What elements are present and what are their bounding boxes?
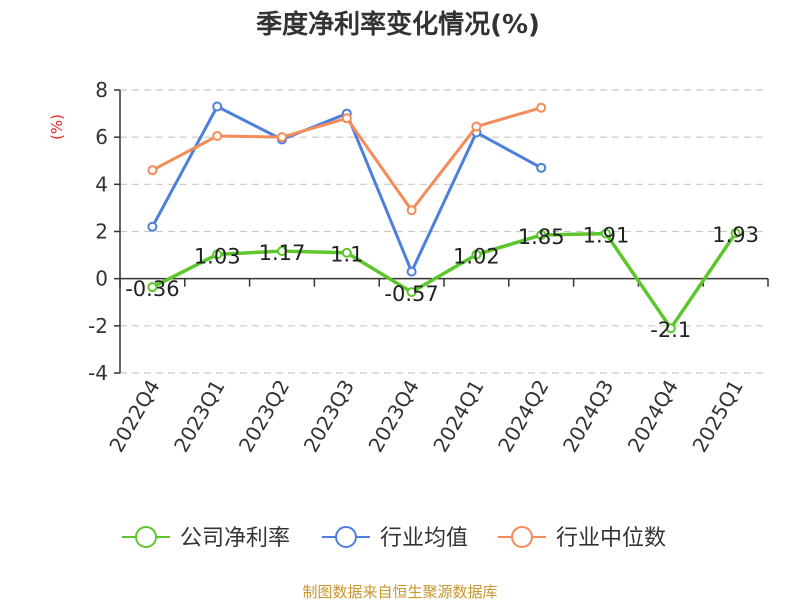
chart-title: 季度净利率变化情况(%) [256,9,540,40]
y-unit-label: (%) [48,114,66,140]
data-label: 1.03 [194,244,241,268]
legend-label: 行业均值 [380,526,468,551]
series-point [147,282,158,293]
legend-swatch-marker [135,526,157,548]
series-point [536,102,547,113]
series-point [277,132,287,143]
x-tick-label: 2022Q4 [104,376,164,457]
series-point [341,247,352,258]
x-tick-label: 2023Q1 [169,376,229,457]
y-tick-label: 8 [95,78,108,102]
series-point [147,165,158,176]
series-point [212,101,223,112]
data-label: -0.36 [125,277,179,301]
x-tick-label: 2024Q3 [558,376,618,457]
x-tick-label: 2024Q1 [428,376,488,457]
x-tick-label: 2023Q3 [299,376,359,457]
series-point [341,113,352,124]
series-point [406,287,417,298]
y-tick-label: -4 [88,361,108,385]
data-label: 1.1 [330,243,363,267]
series-point [406,205,417,216]
series-point [665,323,676,334]
data-label: -2.1 [650,318,691,342]
series-line [151,231,738,330]
x-tick-label: 2023Q4 [363,376,423,457]
x-tick-label: 2024Q4 [623,376,683,457]
y-tick-label: 4 [95,172,108,196]
series-point [212,249,223,260]
series-layer [147,101,741,334]
y-tick-label: 0 [95,267,108,291]
x-tick-label: 2024Q2 [493,376,553,457]
series-point [147,221,158,232]
y-tick-label: 6 [95,125,108,149]
series-point [730,228,741,239]
series-point [277,246,287,257]
legend-label: 行业中位数 [556,526,666,551]
series-point [406,266,417,277]
series-point [536,230,547,241]
source-note: 制图数据来自恒生聚源数据库 [302,583,497,600]
y-tick-label: 2 [95,220,108,244]
data-label-layer: -0.36 1.03 1.17 1.1 -0.57 1.02 1.85 1.91 -2.1 1.9… [125,223,759,342]
data-label: 1.85 [518,225,565,249]
data-label: 1.91 [583,224,630,248]
data-label: -0.57 [384,282,438,306]
x-tick-label: 2023Q2 [234,376,294,457]
series-point [212,130,223,141]
data-label: 1.17 [259,241,306,265]
series-point [471,121,482,132]
series-point [536,162,547,173]
data-label: 1.02 [453,245,500,269]
x-tick-label: 2025Q1 [687,376,747,457]
series-point [471,249,482,260]
legend-swatch-marker [511,526,533,548]
series-point [601,228,611,239]
y-tick-label: -2 [88,314,108,338]
legend: 公司净利率 行业均值 行业中位数 [122,526,666,551]
legend-swatch-marker [335,526,357,548]
legend-label: 公司净利率 [180,526,290,551]
data-label: 1.93 [712,223,759,247]
